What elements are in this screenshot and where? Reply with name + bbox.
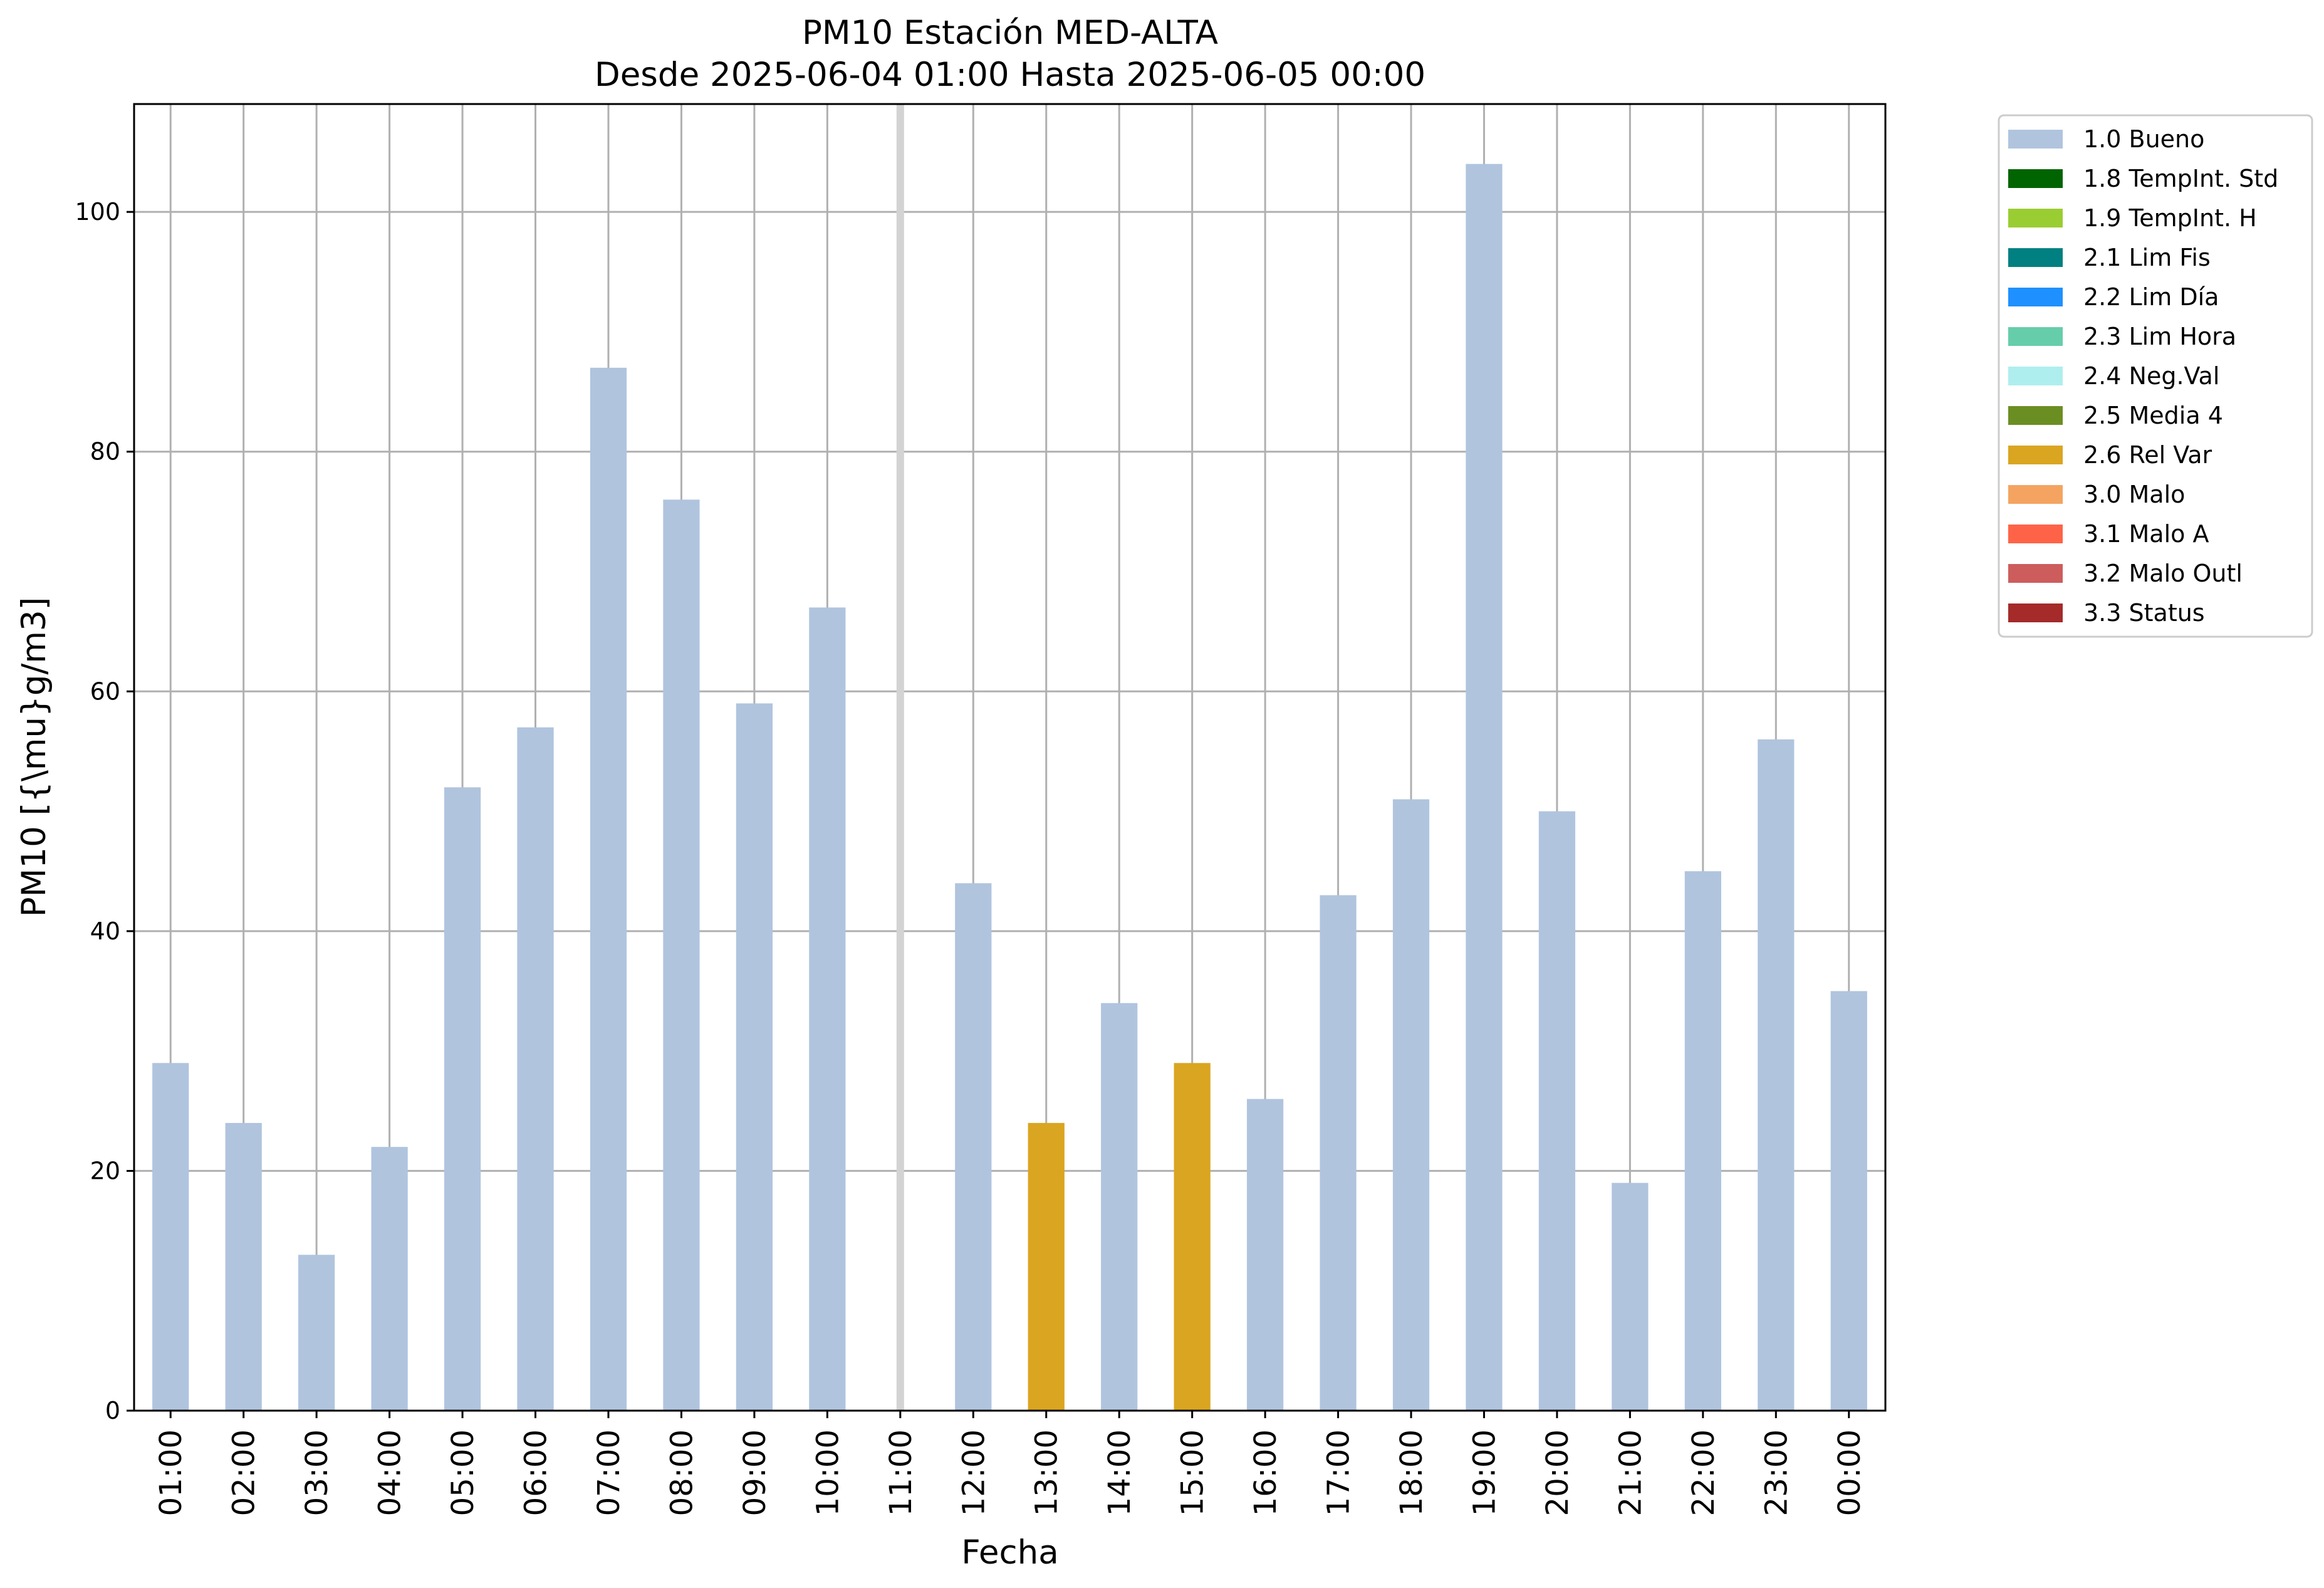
x-axis-ticks: 01:00 02:00 03:00 04:00 05:00 06:00 07:00 08:00… xyxy=(154,1411,1867,1516)
legend-swatch xyxy=(2008,603,2063,622)
bar-0600 xyxy=(517,727,554,1411)
legend-label: 2.2 Lim Día xyxy=(2083,283,2219,311)
legend-label: 3.2 Malo Outl xyxy=(2083,560,2243,587)
legend-label: 1.8 TempInt. Std xyxy=(2083,165,2278,192)
bar-1700 xyxy=(1320,895,1357,1411)
legend-label: 3.0 Malo xyxy=(2083,481,2185,508)
bar-0900 xyxy=(736,703,773,1411)
y-tick-label: 100 xyxy=(75,198,120,226)
x-tick-label: 03:00 xyxy=(300,1429,335,1516)
legend: 1.0 Bueno 1.8 TempInt. Std 1.9 TempInt. H 2… xyxy=(1998,114,2313,638)
bar-0000 xyxy=(1830,991,1867,1411)
bar-1500 xyxy=(1174,1063,1211,1411)
legend-swatch xyxy=(2008,209,2063,227)
x-tick-label: 05:00 xyxy=(446,1429,481,1516)
legend-swatch xyxy=(2008,169,2063,188)
y-tick-label: 20 xyxy=(90,1157,120,1184)
legend-label: 3.1 Malo A xyxy=(2083,520,2209,548)
legend-swatch xyxy=(2008,485,2063,504)
bar-1300 xyxy=(1028,1122,1065,1411)
x-tick-label: 02:00 xyxy=(227,1429,262,1516)
legend-swatch xyxy=(2008,446,2063,464)
bar-0500 xyxy=(444,787,481,1411)
bar-0300 xyxy=(298,1255,335,1411)
x-tick-label: 09:00 xyxy=(737,1429,773,1516)
x-tick-label: 23:00 xyxy=(1759,1429,1794,1516)
legend-label: 2.5 Media 4 xyxy=(2083,402,2223,429)
x-tick-label: 21:00 xyxy=(1613,1429,1648,1516)
legend-label: 2.4 Neg.Val xyxy=(2083,362,2219,390)
legend-swatch xyxy=(2008,288,2063,306)
bar-2200 xyxy=(1684,871,1721,1411)
y-tick-label: 40 xyxy=(90,917,120,945)
x-tick-label: 01:00 xyxy=(154,1429,189,1516)
legend-swatch xyxy=(2008,525,2063,543)
legend-label: 1.9 TempInt. H xyxy=(2083,204,2257,232)
x-tick-label: 07:00 xyxy=(591,1429,627,1516)
bar-0800 xyxy=(663,499,700,1411)
chart-title: PM10 Estación MED-ALTA xyxy=(802,14,1218,52)
bar-1900 xyxy=(1466,164,1503,1411)
bar-2000 xyxy=(1538,811,1576,1411)
x-tick-label: 20:00 xyxy=(1540,1429,1575,1516)
bar-0700 xyxy=(590,367,627,1411)
bar-0100 xyxy=(152,1063,189,1411)
legend-swatch xyxy=(2008,327,2063,346)
x-tick-label: 11:00 xyxy=(883,1429,919,1516)
y-axis-ticks: 0 20 40 60 80 100 xyxy=(75,198,134,1424)
y-tick-label: 0 xyxy=(105,1397,120,1424)
chart-subtitle: Desde 2025-06-04 01:00 Hasta 2025-06-05 … xyxy=(595,56,1425,94)
x-tick-label: 17:00 xyxy=(1321,1429,1357,1516)
legend-label: 2.3 Lim Hora xyxy=(2083,323,2236,350)
plot-frame xyxy=(133,103,1887,1412)
legend-label: 2.1 Lim Fis xyxy=(2083,244,2211,271)
legend-frame xyxy=(1998,114,2313,638)
bar-1800 xyxy=(1392,799,1430,1411)
bar-0400 xyxy=(371,1147,408,1411)
bar-1600 xyxy=(1246,1099,1284,1411)
missing-data-marker xyxy=(896,104,904,1411)
y-axis-label: PM10 [{\mu}g/m3] xyxy=(15,597,53,917)
x-tick-label: 19:00 xyxy=(1467,1429,1502,1516)
y-tick-label: 60 xyxy=(90,677,120,705)
x-tick-label: 18:00 xyxy=(1394,1429,1429,1516)
bar-2300 xyxy=(1758,739,1795,1411)
bar-1400 xyxy=(1101,1003,1138,1411)
legend-swatch xyxy=(2008,406,2063,425)
x-axis-label: Fecha xyxy=(961,1533,1058,1572)
x-tick-label: 16:00 xyxy=(1248,1429,1283,1516)
legend-swatch xyxy=(2008,367,2063,385)
bar-1000 xyxy=(809,607,846,1411)
bar-2100 xyxy=(1612,1183,1649,1411)
bar-0200 xyxy=(225,1122,262,1411)
x-tick-label: 08:00 xyxy=(664,1429,699,1516)
x-tick-label: 04:00 xyxy=(373,1429,408,1516)
legend-label: 1.0 Bueno xyxy=(2083,125,2204,153)
x-tick-label: 06:00 xyxy=(519,1429,554,1516)
x-tick-label: 10:00 xyxy=(810,1429,845,1516)
bar-1200 xyxy=(955,883,992,1411)
x-tick-label: 22:00 xyxy=(1686,1429,1721,1516)
bars xyxy=(152,104,1867,1411)
legend-label: 3.3 Status xyxy=(2083,599,2205,627)
legend-swatch xyxy=(2008,130,2063,149)
x-tick-label: 13:00 xyxy=(1029,1429,1065,1516)
legend-label: 2.6 Rel Var xyxy=(2083,441,2212,469)
y-tick-label: 80 xyxy=(90,438,120,466)
x-tick-label: 14:00 xyxy=(1102,1429,1137,1516)
legend-swatch xyxy=(2008,248,2063,267)
legend-swatch xyxy=(2008,564,2063,583)
x-tick-label: 12:00 xyxy=(956,1429,991,1516)
x-tick-label: 00:00 xyxy=(1832,1429,1867,1516)
x-tick-label: 15:00 xyxy=(1175,1429,1211,1516)
